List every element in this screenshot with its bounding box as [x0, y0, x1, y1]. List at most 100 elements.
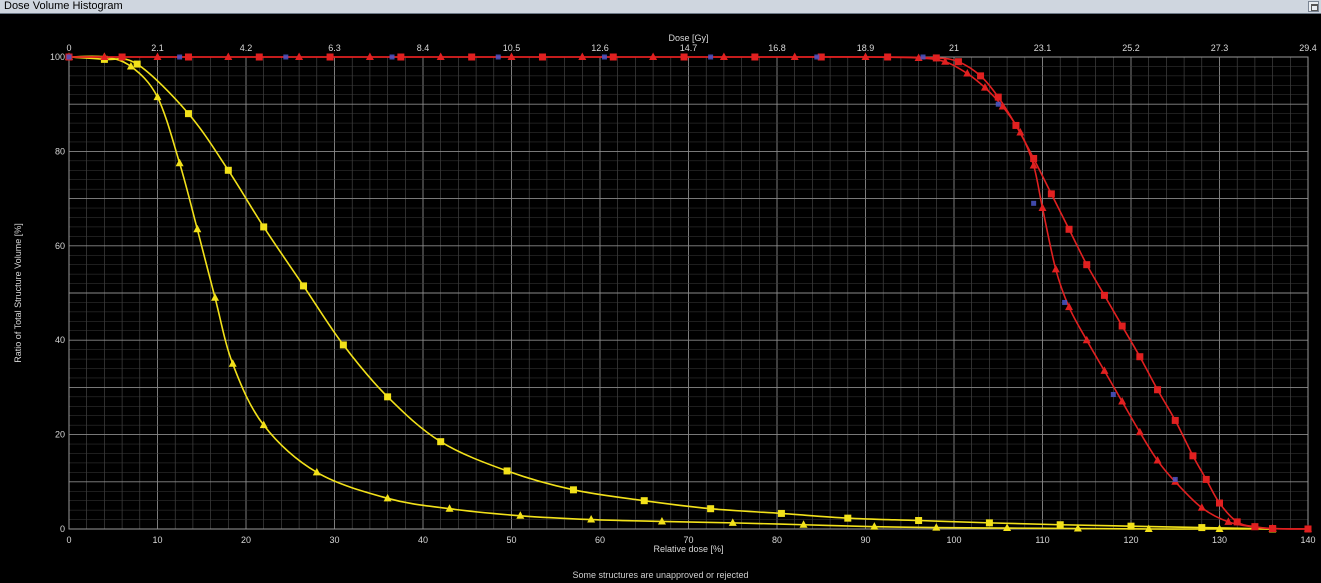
data-point-triangle[interactable]: [728, 518, 737, 526]
data-point-triangle[interactable]: [998, 102, 1007, 110]
status-message: Some structures are unapproved or reject…: [572, 570, 749, 580]
data-point-triangle[interactable]: [1153, 456, 1162, 464]
data-point-triangle[interactable]: [1082, 335, 1091, 344]
data-point-triangle[interactable]: [963, 69, 972, 77]
x-tick-label: 110: [1035, 535, 1049, 545]
data-point-triangle[interactable]: [365, 52, 374, 61]
data-point-square[interactable]: [777, 509, 785, 517]
data-point-square[interactable]: [1118, 322, 1126, 330]
data-point-triangle[interactable]: [1029, 161, 1038, 169]
x2-tick-label: 23.1: [1034, 43, 1052, 53]
data-point-triangle[interactable]: [224, 52, 233, 61]
data-point-triangle[interactable]: [1051, 264, 1060, 273]
data-point-triangle[interactable]: [153, 52, 162, 61]
data-point-square[interactable]: [1216, 499, 1223, 507]
data-point-triangle[interactable]: [211, 293, 220, 301]
data-point-square[interactable]: [640, 497, 648, 505]
restore-window-icon[interactable]: [1308, 1, 1319, 12]
data-point-triangle[interactable]: [861, 52, 870, 61]
overlap-marker: [283, 54, 289, 60]
data-point-square[interactable]: [569, 486, 577, 494]
data-point-triangle[interactable]: [383, 493, 392, 502]
data-point-triangle[interactable]: [719, 52, 728, 61]
data-point-square[interactable]: [339, 341, 347, 349]
data-point-triangle[interactable]: [1268, 524, 1277, 532]
data-point-triangle[interactable]: [578, 52, 587, 61]
data-point-triangle[interactable]: [1016, 128, 1025, 136]
data-point-triangle[interactable]: [1135, 427, 1144, 436]
data-point-square[interactable]: [1047, 190, 1055, 198]
data-point-square[interactable]: [1065, 225, 1073, 233]
data-point-triangle[interactable]: [153, 92, 162, 101]
data-point-square[interactable]: [1127, 522, 1135, 530]
data-point-square[interactable]: [1136, 353, 1144, 361]
data-point-square[interactable]: [1030, 154, 1038, 162]
data-point-triangle[interactable]: [932, 523, 941, 531]
data-point-triangle[interactable]: [445, 504, 454, 512]
overlap-marker: [389, 54, 395, 60]
data-point-triangle[interactable]: [1003, 523, 1012, 532]
data-point-square[interactable]: [1056, 521, 1064, 529]
data-point-triangle[interactable]: [100, 52, 109, 61]
data-point-triangle[interactable]: [228, 359, 237, 367]
data-point-triangle[interactable]: [312, 467, 321, 476]
data-point-square[interactable]: [133, 60, 141, 68]
data-point-triangle[interactable]: [799, 520, 808, 528]
data-point-triangle[interactable]: [1144, 524, 1153, 533]
data-point-square[interactable]: [1202, 475, 1210, 483]
data-point-triangle[interactable]: [790, 52, 799, 61]
data-point-square[interactable]: [707, 505, 715, 513]
data-point-square[interactable]: [260, 223, 268, 231]
data-point-triangle[interactable]: [1304, 524, 1312, 533]
data-point-triangle[interactable]: [649, 52, 658, 61]
data-point-triangle[interactable]: [1100, 366, 1109, 374]
data-point-square[interactable]: [384, 393, 392, 401]
data-point-square[interactable]: [985, 519, 993, 527]
data-point-square[interactable]: [300, 282, 308, 290]
data-point-triangle[interactable]: [657, 516, 666, 525]
x2-tick-label: 2.1: [151, 43, 164, 53]
overlap-marker: [920, 54, 926, 60]
data-point-triangle[interactable]: [1215, 524, 1224, 533]
data-point-square[interactable]: [1100, 291, 1108, 299]
data-point-triangle[interactable]: [870, 522, 879, 530]
data-point-square[interactable]: [224, 166, 232, 174]
data-point-triangle[interactable]: [295, 52, 304, 61]
dvh-chart[interactable]: 0 10 20 30 40 50 60 70 80 90 100 110 120 130 140 0 2.1 4.…: [0, 14, 1321, 570]
data-point-square[interactable]: [1198, 524, 1206, 532]
x2-tick-label: 0: [66, 43, 71, 53]
data-point-square[interactable]: [1154, 386, 1162, 394]
data-point-triangle[interactable]: [436, 52, 445, 61]
data-point-square[interactable]: [1189, 452, 1197, 460]
data-point-triangle[interactable]: [1038, 203, 1047, 212]
data-point-square[interactable]: [1233, 518, 1241, 526]
data-point-triangle[interactable]: [1197, 503, 1206, 511]
data-point-square[interactable]: [503, 467, 511, 475]
data-point-triangle[interactable]: [259, 420, 268, 429]
data-point-square[interactable]: [915, 517, 923, 525]
data-point-triangle[interactable]: [1224, 517, 1233, 525]
data-point-square[interactable]: [184, 110, 192, 118]
data-point-square[interactable]: [977, 72, 985, 80]
data-point-triangle[interactable]: [1065, 302, 1074, 311]
data-point-triangle[interactable]: [1118, 397, 1127, 405]
series-line-0[interactable]: [68, 56, 1273, 530]
data-point-triangle[interactable]: [516, 511, 525, 519]
data-point-square[interactable]: [1171, 416, 1179, 424]
data-point-triangle[interactable]: [175, 158, 184, 167]
data-point-triangle[interactable]: [1250, 522, 1259, 531]
data-point-triangle[interactable]: [193, 224, 202, 233]
data-point-triangle[interactable]: [126, 61, 135, 70]
title-bar: Dose Volume Histogram: [0, 0, 1321, 14]
data-point-square[interactable]: [1083, 261, 1091, 269]
data-point-square[interactable]: [437, 438, 445, 446]
data-point-square[interactable]: [932, 54, 940, 62]
data-point-square[interactable]: [954, 58, 962, 66]
data-point-square[interactable]: [844, 514, 852, 522]
data-point-triangle[interactable]: [507, 52, 516, 61]
data-point-triangle[interactable]: [941, 57, 950, 65]
data-point-square[interactable]: [994, 93, 1002, 101]
data-point-triangle[interactable]: [980, 83, 989, 91]
data-point-triangle[interactable]: [587, 515, 596, 523]
data-point-triangle[interactable]: [1073, 524, 1082, 532]
